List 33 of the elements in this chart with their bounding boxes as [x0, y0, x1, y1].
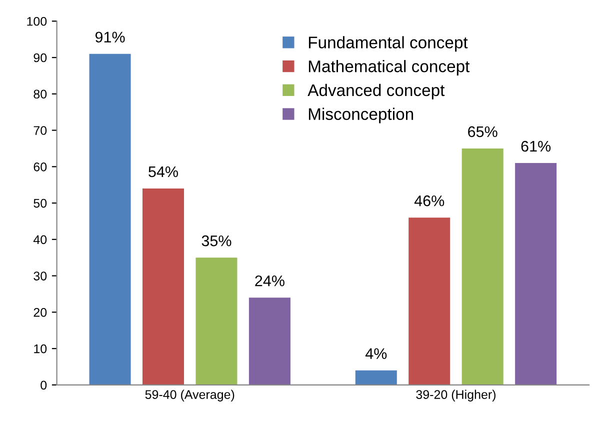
bar — [142, 188, 184, 385]
legend-label: Misconception — [308, 108, 414, 124]
y-tick-label: 60 — [34, 162, 47, 172]
y-tick-label: 10 — [34, 344, 47, 354]
legend-label: Mathematical concept — [308, 60, 470, 76]
x-tick-label: 39-20 (Higher) — [416, 390, 496, 402]
data-label: 91% — [95, 32, 125, 43]
y-tick-label: 30 — [34, 272, 47, 280]
bar — [355, 370, 397, 385]
y-tick-label: 90 — [34, 53, 47, 62]
data-label: 61% — [521, 140, 551, 152]
y-tick-label: 70 — [34, 126, 47, 135]
bar — [462, 148, 504, 385]
y-tick-label: 0 — [40, 380, 47, 390]
data-label: 46% — [414, 195, 444, 206]
y-tick-label: 50 — [34, 198, 47, 208]
y-tick-label: 80 — [34, 90, 47, 99]
data-label: 24% — [255, 275, 284, 286]
data-label: 65% — [468, 126, 498, 138]
x-tick-label: 59-40 (Average) — [145, 390, 234, 402]
data-label: 4% — [365, 348, 387, 359]
data-label: 54% — [148, 166, 178, 178]
y-tick-label: 20 — [34, 308, 47, 317]
legend-label: Advanced concept — [308, 84, 445, 100]
y-tick-label: 100 — [27, 16, 47, 26]
data-label: 35% — [202, 235, 232, 246]
bar — [89, 54, 131, 385]
bar — [408, 218, 450, 385]
y-tick-label: 40 — [33, 235, 47, 244]
bar — [248, 298, 290, 385]
legend-label: Fundamental concept — [308, 36, 468, 52]
bar — [196, 258, 238, 385]
bar — [515, 163, 557, 385]
